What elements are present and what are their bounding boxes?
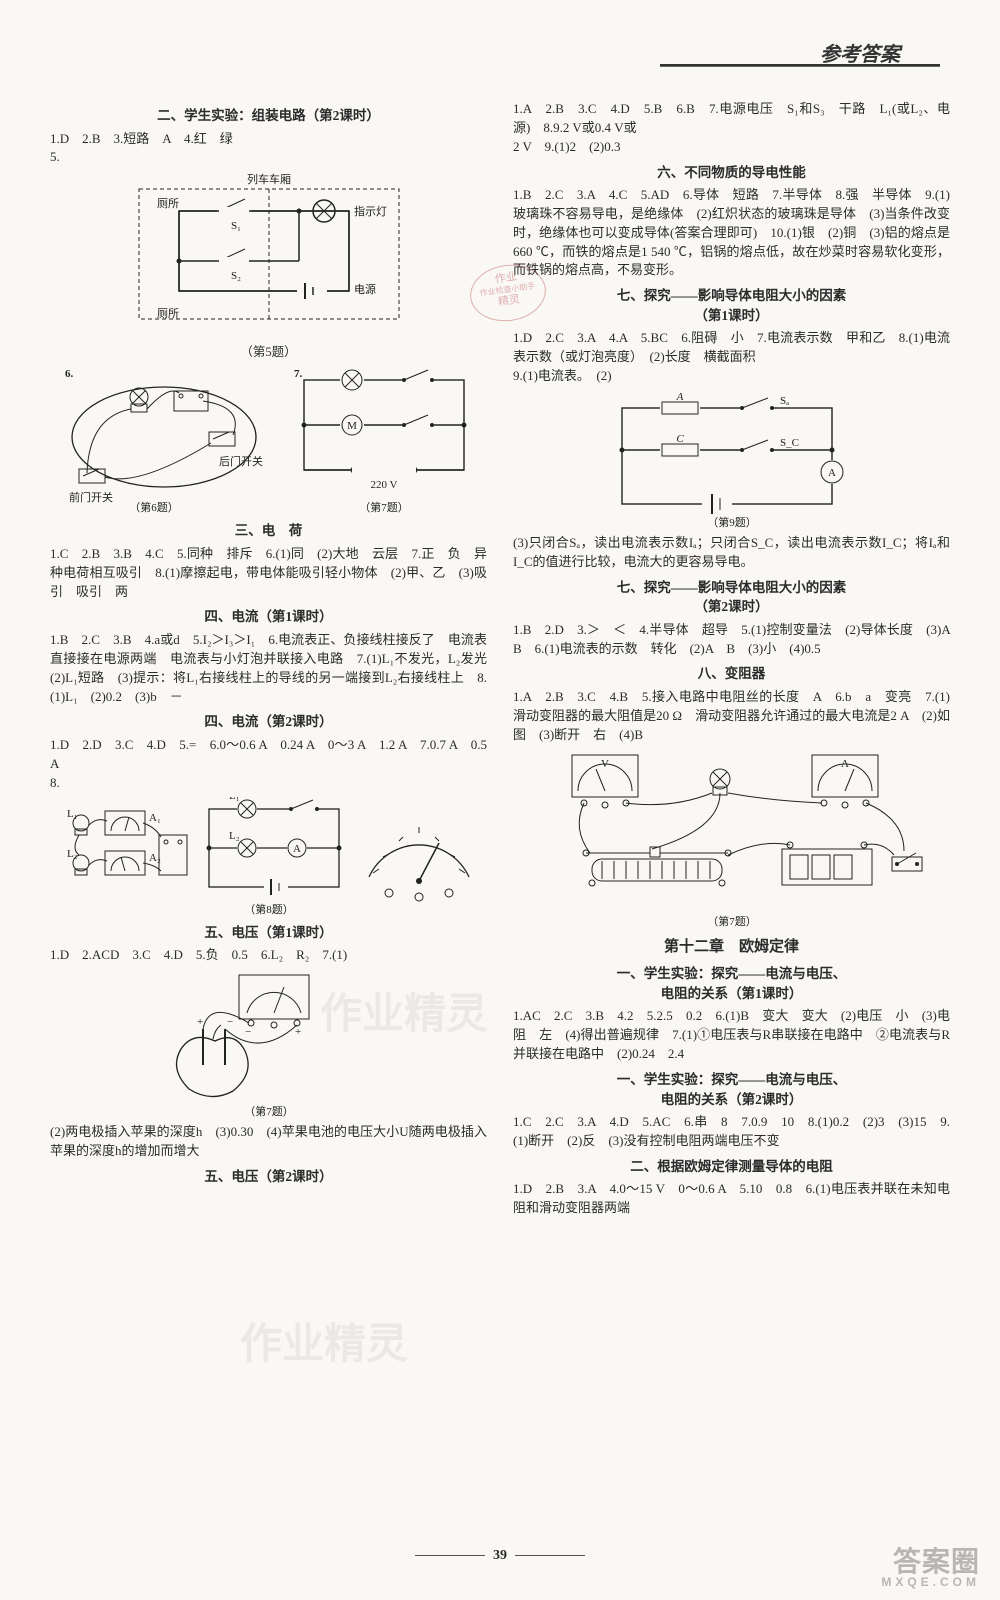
fig5-caption: （第5题） xyxy=(50,343,487,361)
svg-text:A: A xyxy=(841,758,849,770)
answer-block: 1.B 2.C 3.B 4.a或d 5.I₂＞I₃＞I₁ 6.电流表正、负接线柱… xyxy=(50,631,487,706)
section-heading: 一、学生实验：探究——电流与电压、 电阻的关系（第1课时） xyxy=(513,964,950,1003)
page-title: 参考答案 xyxy=(820,38,900,67)
ghost-watermark: 作业精灵 xyxy=(240,1310,408,1371)
svg-text:−: − xyxy=(227,1016,233,1028)
svg-text:L₂: L₂ xyxy=(67,848,78,860)
svg-text:（第9题）: （第9题） xyxy=(707,515,757,529)
answer-block: (2)两电极插入苹果的深度h (3)0.30 (4)苹果电池的电压大小U随两电极… xyxy=(50,1123,487,1161)
svg-text:前门开关: 前门开关 xyxy=(69,490,113,504)
svg-text:A: A xyxy=(293,843,301,855)
answer-block: 1.D 2.C 3.A 4.A 5.BC 6.阻碍 小 7.电流表示数 甲和乙 … xyxy=(513,329,950,367)
section-heading: 五、电压（第1课时） xyxy=(50,923,487,943)
watermark-sub: MXQE.COM xyxy=(881,1576,980,1588)
section-heading: 五、电压（第2课时） xyxy=(50,1167,487,1187)
answer-block: (3)只闭合Sₐ，读出电流表示数Iₐ；只闭合S_C，读出电流表示数I_C；将Iₐ… xyxy=(513,534,950,572)
answer-line: 9.(1)电流表。 (2) xyxy=(513,367,950,386)
svg-text:S_C: S_C xyxy=(780,437,799,449)
figure-7-rheostat: V A xyxy=(513,749,950,929)
fig5-wc1: 厕所 xyxy=(157,197,179,210)
section-heading: 七、探究——影响导体电阻大小的因素 （第1课时） xyxy=(513,286,950,325)
fig5-train-label: 列车车厢 xyxy=(247,172,291,186)
answer-block: 1.B 2.D 3.＞ ＜ 4.半导体 超导 5.(1)控制变量法 (2)导体长… xyxy=(513,621,950,659)
svg-text:6.: 6. xyxy=(65,368,74,380)
section-heading: 七、探究——影响导体电阻大小的因素 （第2课时） xyxy=(513,578,950,617)
svg-text:（第7题）: （第7题） xyxy=(359,500,409,514)
svg-text:220 V: 220 V xyxy=(370,479,397,491)
answer-line: 5. xyxy=(50,148,487,167)
answer-block: 1.D 2.B 3.A 4.0～15 V 0～0.6 A 5.10 0.8 6.… xyxy=(513,1180,950,1218)
svg-text:（第7题）: （第7题） xyxy=(707,914,757,928)
fig5-wc2: 厕所 xyxy=(157,307,179,320)
fig5-power: 电源 xyxy=(354,282,376,296)
answer-block: 1.D 2.D 3.C 4.D 5.= 6.0～0.6 A 0.24 A 0～3… xyxy=(50,736,487,774)
site-watermark: 答案圈 MXQE.COM xyxy=(881,1548,980,1588)
section-heading: 八、变阻器 xyxy=(513,664,950,684)
watermark-main: 答案圈 xyxy=(893,1546,980,1577)
section-heading: 二、学生实验：组装电路（第2课时） xyxy=(50,106,487,126)
content-columns: 二、学生实验：组装电路（第2课时） 1.D 2.B 3.短路 A 4.红 绿 5… xyxy=(50,100,950,1218)
chapter-heading: 第十二章 欧姆定律 xyxy=(513,937,950,959)
fig5-lamp: 指示灯 xyxy=(354,204,387,218)
header-underline xyxy=(660,64,940,67)
svg-text:A₁: A₁ xyxy=(149,812,161,824)
answer-block: 1.A 2.B 3.C 4.B 5.接入电路中电阻丝的长度 A 6.b a 变亮… xyxy=(513,688,950,745)
svg-text:L₁: L₁ xyxy=(229,797,240,802)
section-heading: 一、学生实验：探究——电流与电压、 电阻的关系（第2课时） xyxy=(513,1070,950,1109)
figure-5: 列车车厢 S₁ 指示灯 xyxy=(50,171,487,361)
svg-text:+: + xyxy=(295,1026,301,1038)
section-heading: 四、电流（第1课时） xyxy=(50,607,487,627)
figure-7-voltage: − + + − （第7题） xyxy=(50,969,487,1119)
svg-text:M: M xyxy=(347,420,357,432)
answer-line: 1.D 2.B 3.短路 A 4.红 绿 xyxy=(50,130,487,149)
section-heading: 六、不同物质的导电性能 xyxy=(513,163,950,183)
answer-block: 1.D 2.ACD 3.C 4.D 5.负 0.5 6.L₂ R₂ 7.(1) xyxy=(50,946,487,965)
page-number: 39 xyxy=(50,1548,950,1564)
svg-text:（第7题）: （第7题） xyxy=(244,1104,294,1118)
svg-text:后门开关: 后门开关 xyxy=(219,454,263,468)
svg-text:V: V xyxy=(601,758,609,770)
figure-8: L₁ A₁ L₂ A₂ xyxy=(50,797,487,917)
page: 参考答案 作业 作业检查小助手 精灵 作业精灵 作业精灵 二、学生实验：组装电路… xyxy=(0,0,1000,1600)
svg-text:Sₐ: Sₐ xyxy=(780,395,789,407)
answer-line: 8. xyxy=(50,774,487,793)
svg-text:C: C xyxy=(676,433,684,445)
svg-text:（第6题）: （第6题） xyxy=(129,500,179,514)
section-heading: 二、根据欧姆定律测量导体的电阻 xyxy=(513,1157,950,1177)
svg-text:+: + xyxy=(197,1016,203,1028)
fig5-s2: S₂ xyxy=(231,270,241,282)
figure-9: A Sₐ C S_C A xyxy=(513,390,950,530)
svg-text:−: − xyxy=(245,1026,251,1038)
section-heading: 四、电流（第2课时） xyxy=(50,712,487,732)
answer-block: 1.C 2.B 3.B 4.C 5.同种 排斥 6.(1)同 (2)大地 云层 … xyxy=(50,545,487,602)
svg-text:A: A xyxy=(675,391,683,403)
figure-6-7: 6. 后门开关 xyxy=(50,365,487,515)
svg-text:A: A xyxy=(828,467,836,479)
answer-block: 1.A 2.B 3.C 4.D 5.B 6.B 7.电源电压 S₁和S₃ 干路 … xyxy=(513,100,950,138)
answer-line: 2 V 9.(1)2 (2)0.3 xyxy=(513,138,950,157)
answer-block: 1.B 2.C 3.A 4.C 5.AD 6.导体 短路 7.半导体 8.强 半… xyxy=(513,186,950,280)
svg-text:（第8题）: （第8题） xyxy=(244,902,294,916)
section-heading: 三、电 荷 xyxy=(50,521,487,541)
fig5-s1: S₁ xyxy=(231,220,241,232)
svg-text:L₁: L₁ xyxy=(67,808,78,820)
answer-block: 1.C 2.C 3.A 4.D 5.AC 6.串 8 7.0.9 10 8.(1… xyxy=(513,1113,950,1151)
svg-text:L₂: L₂ xyxy=(229,830,240,842)
svg-text:7.: 7. xyxy=(294,368,303,380)
answer-block: 1.AC 2.C 3.B 4.2 5.2.5 0.2 6.(1)B 变大 变大 … xyxy=(513,1007,950,1064)
